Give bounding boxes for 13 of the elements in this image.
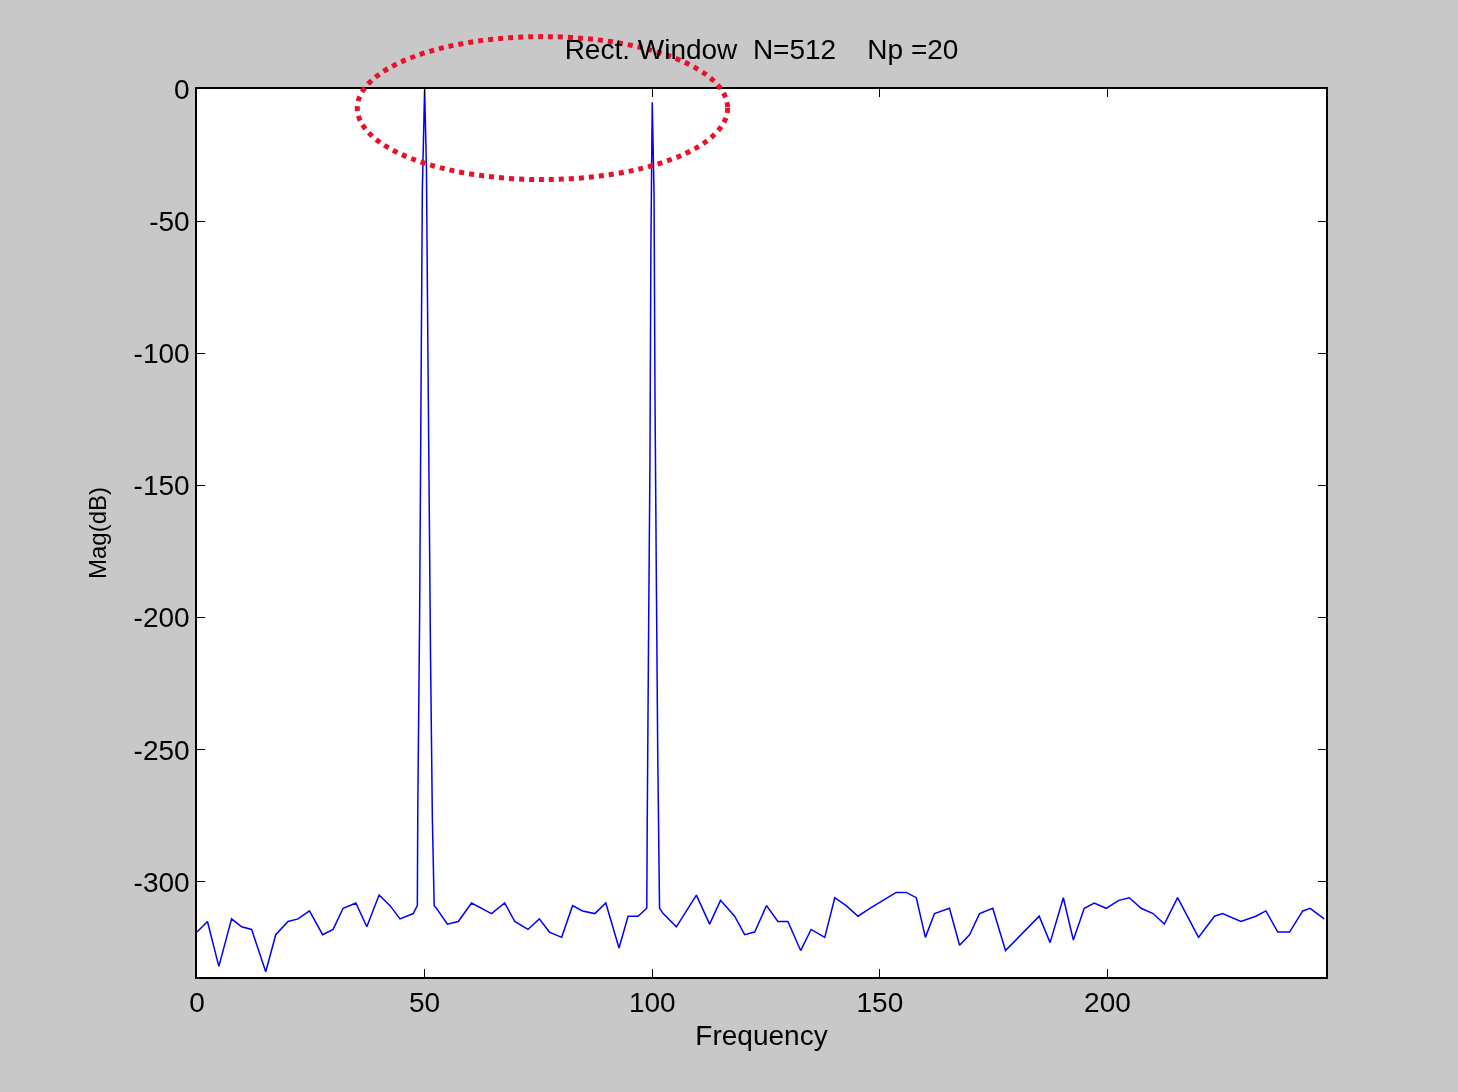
y-tick-label: 0 — [174, 73, 190, 105]
x-axis-title: Frequency — [695, 1019, 828, 1051]
y-tick-label: -100 — [133, 338, 190, 370]
x-tick-label: 200 — [1084, 987, 1131, 1019]
y-axis-title: Mag(dB) — [84, 486, 112, 580]
x-tick-label: 100 — [628, 987, 676, 1019]
y-tick-label: -200 — [133, 602, 190, 634]
x-tick-label: 50 — [409, 987, 441, 1019]
y-tick-label: -250 — [133, 734, 190, 766]
y-tick-label: -50 — [149, 205, 190, 237]
y-tick-label: -150 — [133, 470, 190, 502]
x-tick-label: 150 — [856, 987, 904, 1019]
y-tick-label: -300 — [133, 866, 190, 898]
